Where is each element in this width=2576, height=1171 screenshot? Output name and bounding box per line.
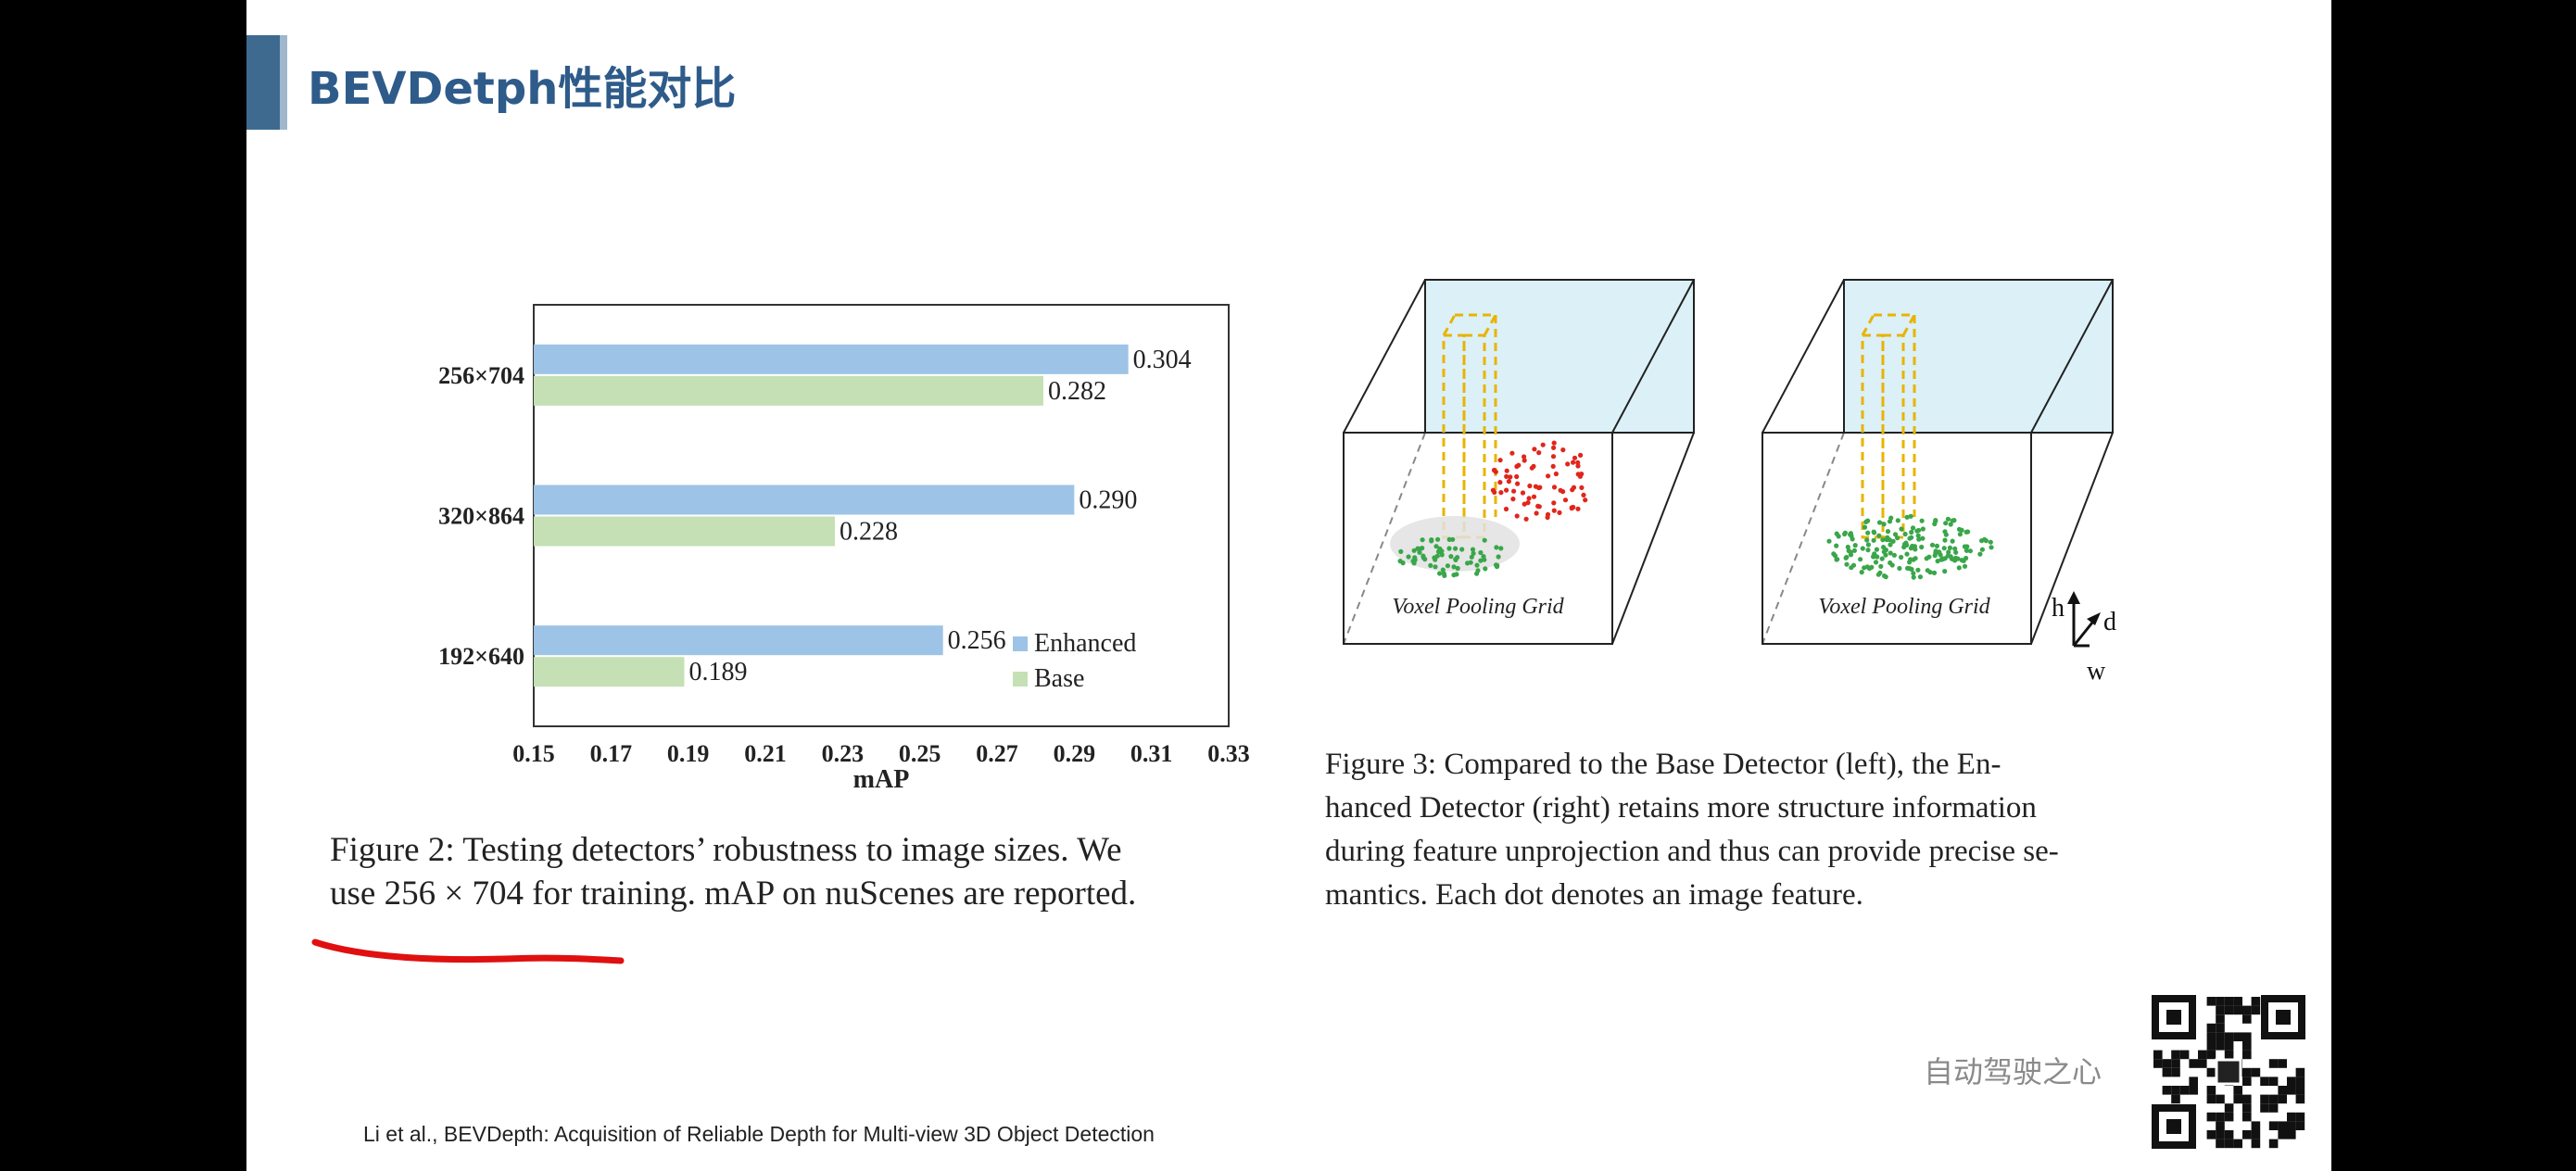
axis-label-w: w <box>2087 657 2106 686</box>
figure3-caption-line: Figure 3: Compared to the Base Detector … <box>1325 748 2001 781</box>
qr-code[interactable] <box>2150 993 2307 1151</box>
legend-label-enhanced: Enhanced <box>1034 629 1136 658</box>
legend-swatch-enhanced <box>1013 636 1028 651</box>
bar-value-label: 0.282 <box>1048 377 1106 406</box>
red-underline-annotation <box>311 938 625 964</box>
bar-chart: 0.304 0.282 256×704 0.290 0.228 320×864 0.256 0… <box>438 304 1250 794</box>
slide: BEVDetph性能对比 0.304 0.282 256×704 0.290 0.228… <box>246 0 2331 1171</box>
x-tick-label: 0.33 <box>1207 740 1250 767</box>
bar-value-label: 0.256 <box>948 626 1006 655</box>
category-label: 256×704 <box>438 362 524 389</box>
bar-base-0 <box>534 375 1043 406</box>
x-tick-label: 0.19 <box>667 740 710 767</box>
x-tick-label: 0.17 <box>590 740 633 767</box>
axis-label-h: h <box>2052 594 2065 623</box>
citation: Li et al., BEVDepth: Acquisition of Reli… <box>363 1122 1155 1146</box>
bar-enhanced-0 <box>534 344 1129 374</box>
figure2-caption: Figure 2: Testing detectors’ robustness … <box>330 828 1256 915</box>
x-tick-label: 0.29 <box>1054 740 1096 767</box>
right-voxel-grid: Voxel Pooling Grid <box>1762 279 2114 645</box>
bar-value-label: 0.189 <box>689 658 748 686</box>
figure3-caption-line: mantics. Each dot denotes an image featu… <box>1325 878 1863 912</box>
bar-value-label: 0.290 <box>1079 486 1137 515</box>
voxel-grid-label-left: Voxel Pooling Grid <box>1392 595 1564 619</box>
figure2-caption-line: Figure 2: Testing detectors’ robustness … <box>330 831 1122 869</box>
bar-base-1 <box>534 516 835 547</box>
figure3-caption-line: hanced Detector (right) retains more str… <box>1325 791 2037 825</box>
voxel-pooling-figure: Voxel Pooling Grid Voxel Pooling Grid <box>1343 279 2116 686</box>
x-tick-label: 0.25 <box>899 740 941 767</box>
figure3-caption-line: during feature unprojection and thus can… <box>1325 835 2059 868</box>
x-axis-label: mAP <box>853 765 910 794</box>
enhanced-feature-dots <box>1826 513 1994 580</box>
title-accent-bar <box>246 35 280 130</box>
figure3-caption: Figure 3: Compared to the Base Detector … <box>1325 743 2205 917</box>
legend: Enhanced Base <box>1013 629 1136 693</box>
bar-enhanced-1 <box>534 485 1075 515</box>
bar-value-label: 0.228 <box>840 518 898 547</box>
bar-base-2 <box>534 657 685 687</box>
axis-indicator: h d w <box>2052 591 2116 686</box>
brand-watermark: 自动驾驶之心 <box>1924 1054 2102 1089</box>
legend-label-base: Base <box>1034 664 1084 693</box>
x-tick-label: 0.23 <box>822 740 865 767</box>
category-label: 192×640 <box>438 643 524 670</box>
x-tick-label: 0.31 <box>1130 740 1173 767</box>
bar-enhanced-2 <box>534 625 943 656</box>
category-label: 320×864 <box>438 503 524 530</box>
x-tick-label: 0.15 <box>512 740 555 767</box>
scattered-feature-dots <box>1490 440 1588 522</box>
x-tick-label: 0.27 <box>976 740 1018 767</box>
voxel-grid-label-right: Voxel Pooling Grid <box>1818 595 1990 619</box>
bar-value-label: 0.304 <box>1133 346 1192 374</box>
figure2-caption-line: use 256 × 704 for training. mAP on nuSce… <box>330 875 1137 913</box>
axis-label-d: d <box>2103 608 2116 636</box>
base-feature-dots <box>1397 536 1504 578</box>
plot-frame <box>533 304 1230 727</box>
slide-title: BEVDetph性能对比 <box>308 63 737 115</box>
legend-swatch-base <box>1013 672 1028 686</box>
left-voxel-grid: Voxel Pooling Grid <box>1343 279 1695 645</box>
x-tick-label: 0.21 <box>744 740 787 767</box>
title-accent-bar-light <box>280 35 287 130</box>
